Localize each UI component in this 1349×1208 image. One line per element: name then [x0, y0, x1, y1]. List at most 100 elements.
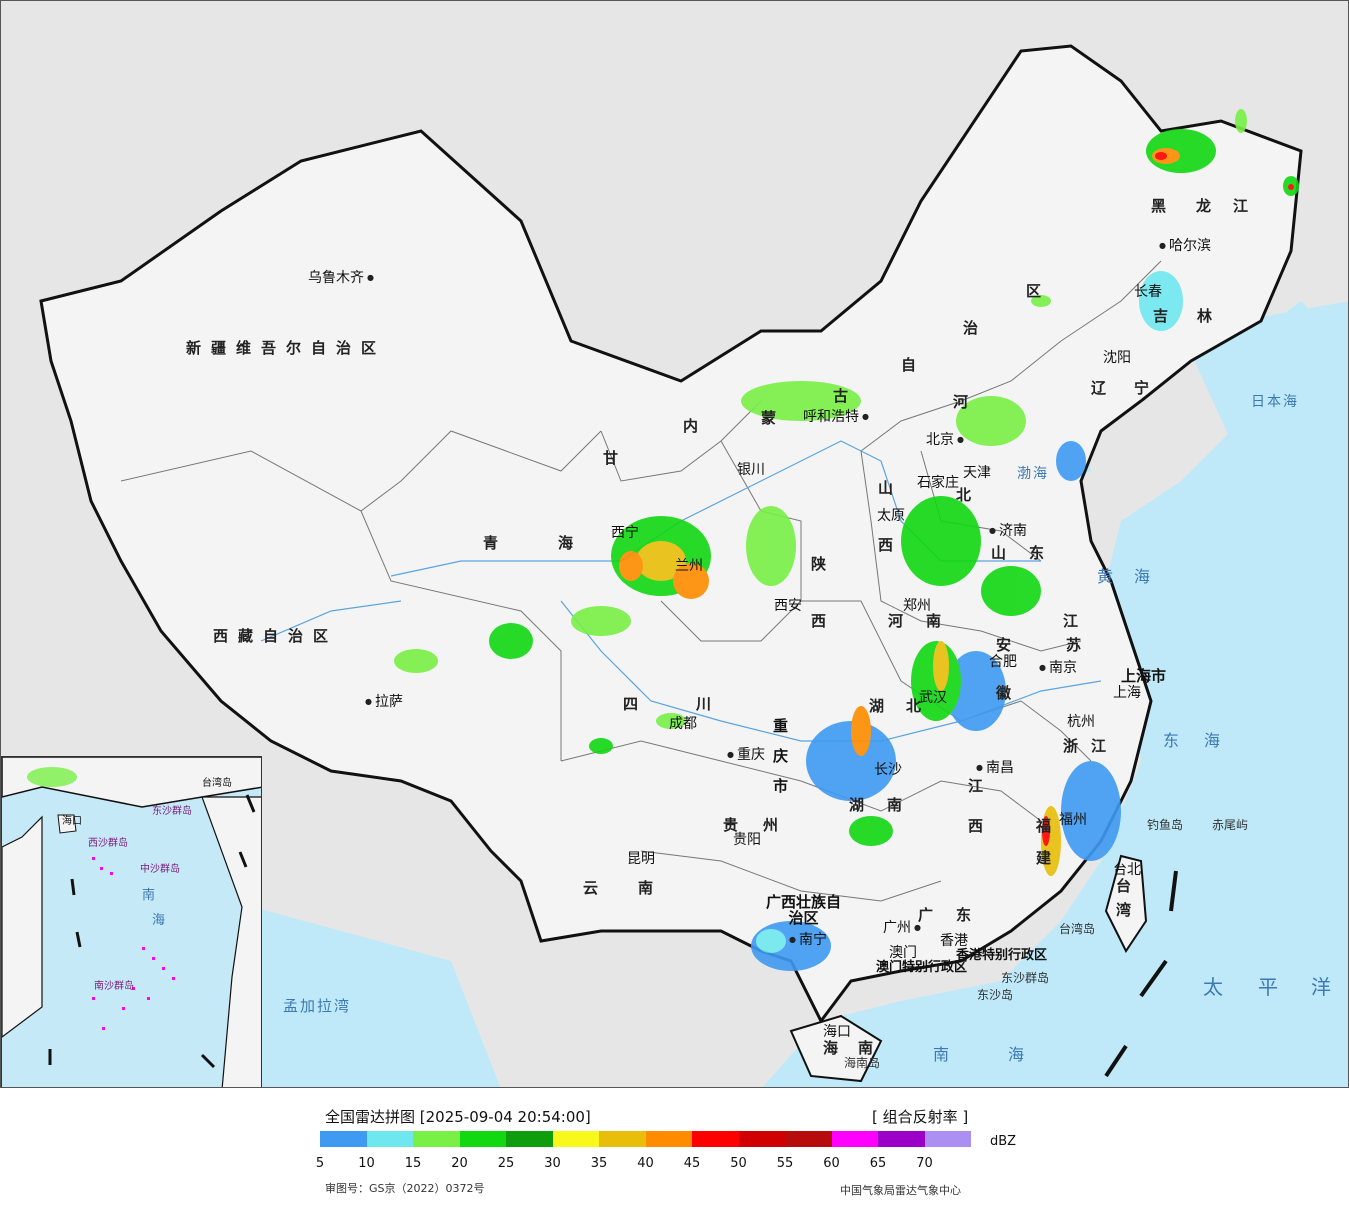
city-kunming: 昆明	[627, 851, 655, 867]
label-xinjiang: 新疆维吾尔自治区	[186, 339, 387, 357]
product-name: [ 组合反射率 ]	[872, 1108, 969, 1126]
map-title: 全国雷达拼图 [2025-09-04 20:54:00]	[325, 1108, 591, 1126]
inset-label-nan: 南	[142, 888, 166, 903]
south-china-sea-inset: 南 海 中沙群岛 西沙群岛 南沙群岛 东沙群岛 海口 台湾岛	[1, 756, 262, 1087]
label-xi2: 西	[811, 612, 837, 630]
city-nanchang: 南昌	[976, 761, 1014, 775]
city-shanghai: 上海	[1113, 685, 1141, 701]
city-harbin: 哈尔滨	[1159, 239, 1211, 253]
city-zhengzhou: 郑州	[903, 598, 931, 614]
label-jiang4: 江	[1091, 737, 1117, 755]
sea-label-yang: 洋	[1311, 975, 1341, 999]
legend-tick: 30	[544, 1156, 561, 1171]
label-hu2: 湖	[849, 796, 875, 814]
island-chiwei: 赤尾屿	[1212, 818, 1249, 832]
unit-label: dBZ	[990, 1134, 1017, 1149]
inset-haikou: 海口	[62, 816, 82, 827]
label-hu1: 湖	[869, 697, 895, 715]
label-shan: 山	[878, 479, 904, 497]
city-xian: 西安	[774, 598, 802, 614]
sea-label-dong: 东	[1163, 731, 1190, 750]
city-shenyang: 沈阳	[1103, 350, 1131, 366]
legend-tick: 10	[358, 1156, 375, 1171]
city-fuzhou: 福州	[1059, 812, 1087, 828]
label-he: 河	[953, 393, 979, 411]
island-dongsha: 东沙岛	[977, 988, 1014, 1002]
label-chuan: 川	[696, 695, 722, 713]
legend-tick: 35	[590, 1156, 608, 1171]
label-fu: 福	[1036, 817, 1062, 835]
city-taiyuan: 太原	[877, 508, 905, 524]
city-hohhot: 呼和浩特	[803, 410, 869, 424]
label-hai: 海	[558, 534, 584, 552]
city-chengdu: 成都	[669, 716, 697, 732]
inset-zhongsha: 中沙群岛	[140, 864, 180, 875]
legend-tick: 5	[315, 1156, 325, 1171]
label-yun: 云	[583, 879, 609, 897]
label-long: 龙	[1196, 197, 1222, 215]
agency-name: 中国气象局雷达气象中心	[840, 1184, 961, 1197]
label-guangxi: 广西壮族自治区	[766, 893, 842, 927]
city-xining: 西宁	[611, 525, 639, 541]
legend-tick: 70	[916, 1156, 933, 1171]
legend-tick: 25	[497, 1156, 515, 1171]
sea-label-ping: 平	[1258, 975, 1288, 999]
island-hainan: 海南岛	[844, 1056, 881, 1070]
label-si: 四	[623, 695, 649, 713]
sea-label-hai3: 海	[1008, 1045, 1035, 1064]
legend-swatch	[599, 1131, 646, 1147]
sea-label-tai: 太	[1203, 975, 1233, 999]
label-he2: 河	[888, 612, 914, 630]
radar-map[interactable]: 新疆维吾尔自治区 西藏自治区 青 海 甘 内 蒙 古 自 治 区 黑 龙 江 吉…	[0, 0, 1349, 1088]
taiwan-island	[1104, 854, 1148, 953]
city-guangzhou: 广州	[883, 921, 921, 935]
label-ning: 宁	[1134, 379, 1160, 397]
province-borders	[120, 260, 1162, 902]
inset-nansha: 南沙群岛	[94, 981, 134, 992]
legend-tick: 15	[404, 1156, 422, 1171]
legend-tick: 55	[776, 1156, 794, 1171]
label-su: 苏	[1066, 636, 1092, 654]
island-dongsha-group: 东沙群岛	[1001, 971, 1050, 985]
legend-swatch	[459, 1131, 506, 1147]
label-zhou: 州	[763, 816, 789, 834]
inset-taiwan: 台湾岛	[202, 778, 232, 789]
sea-east	[762, 301, 1348, 1087]
color-scale	[320, 1131, 971, 1147]
inset-label-hai: 海	[152, 913, 176, 928]
label-gan: 甘	[603, 449, 629, 467]
inset-xisha: 西沙群岛	[88, 838, 128, 849]
legend-swatch	[785, 1131, 832, 1147]
island-diaoyu: 钓鱼岛	[1147, 818, 1184, 832]
sea-label-huang: 黄	[1097, 567, 1124, 586]
label-zi: 自	[901, 356, 927, 374]
city-lanzhou: 兰州	[675, 558, 703, 574]
city-beijing: 北京	[926, 433, 964, 447]
city-changsha: 长沙	[874, 762, 902, 778]
legend-swatch	[878, 1131, 925, 1147]
city-wuhan: 武汉	[919, 690, 947, 706]
city-yinchuan: 银川	[737, 462, 765, 478]
label-qu: 区	[1026, 282, 1052, 300]
label-jian: 建	[1036, 849, 1062, 867]
label-zhi: 治	[963, 319, 989, 337]
city-chongqing: 重庆	[727, 748, 765, 762]
sea-bay-bengal	[231, 901, 501, 1087]
legend-swatch	[320, 1131, 367, 1147]
map-canvas	[39, 44, 1348, 1087]
inset-dongsha: 东沙群岛	[152, 806, 192, 817]
label-shaan: 陕	[811, 555, 837, 573]
label-xi1: 西	[878, 536, 904, 554]
city-jinan: 济南	[989, 524, 1027, 538]
legend-swatch	[552, 1131, 599, 1147]
label-bei2: 北	[906, 697, 932, 715]
label-hai2: 海	[823, 1039, 849, 1057]
label-bei: 北	[956, 486, 982, 504]
approval-number: 审图号：GS京（2022）0372号	[325, 1182, 485, 1195]
legend-tick: 50	[730, 1156, 747, 1171]
legend-swatch	[831, 1131, 878, 1147]
sea-label-bohai: 渤海	[1017, 466, 1049, 482]
label-chongqing-shi: 重庆市	[773, 717, 789, 795]
label-nan: 南	[926, 612, 952, 630]
legend-swatch	[413, 1131, 460, 1147]
